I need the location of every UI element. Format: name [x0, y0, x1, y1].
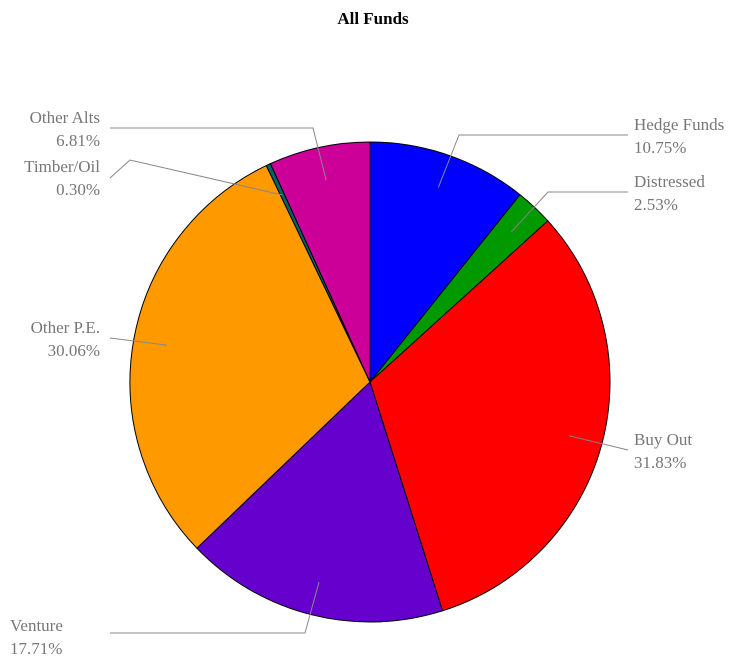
slice-value-label: 6.81%	[56, 131, 100, 150]
slice-label: Venture	[10, 616, 63, 635]
leader-line	[437, 134, 628, 188]
slice-label: Buy Out	[634, 430, 692, 449]
pie-slice	[369, 220, 611, 612]
slice-label: Timber/Oil	[24, 157, 100, 176]
slice-label: Other P.E.	[31, 318, 100, 337]
slice-label: Other Alts	[30, 108, 100, 127]
slice-value-label: 30.06%	[48, 341, 100, 360]
pie-slice	[129, 164, 371, 549]
slice-value-label: 17.71%	[10, 639, 62, 657]
pie-slice	[269, 141, 371, 383]
leader-line	[569, 435, 629, 451]
slice-value-label: 2.53%	[634, 195, 678, 214]
slice-label: Hedge Funds	[634, 115, 724, 134]
chart-title: All Funds	[337, 9, 409, 28]
leader-line	[110, 127, 327, 181]
slice-label: Distressed	[634, 172, 705, 191]
leader-line	[511, 191, 628, 233]
slice-value-label: 10.75%	[634, 138, 686, 157]
pie-slice	[369, 141, 521, 384]
slice-value-label: 31.83%	[634, 453, 686, 472]
leader-line	[109, 159, 283, 196]
pie-slice	[196, 381, 444, 623]
slice-value-label: 0.30%	[56, 180, 100, 199]
leader-line	[110, 581, 320, 634]
leader-line	[109, 337, 167, 346]
